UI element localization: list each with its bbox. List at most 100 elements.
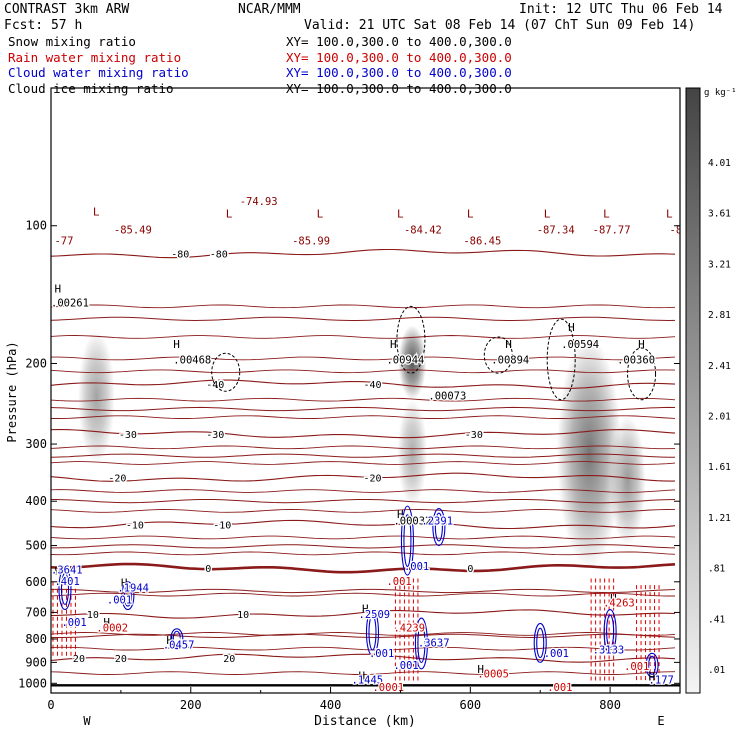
value-label: .3133 [593, 644, 625, 656]
contour-label: 10 [237, 610, 249, 621]
y-tick-label: 400 [25, 494, 47, 508]
value-label: .001 [544, 648, 569, 660]
temperature-contour [51, 453, 676, 458]
field-cloudwater-name: Cloud water mixing ratio [8, 65, 189, 80]
x-end-label-east: E [657, 714, 664, 728]
cloud-water-contour [417, 623, 426, 664]
value-label: .3637 [418, 637, 450, 649]
maximum-marker: H [390, 338, 397, 351]
y-tick-label: 600 [25, 575, 47, 589]
y-tick-label: 900 [25, 655, 47, 669]
colorbar-tick-label: 3.21 [708, 259, 731, 270]
temperature-contour [51, 445, 676, 450]
contour-label: -40 [363, 380, 381, 391]
value-label: .00468 [173, 354, 211, 366]
maximum-marker: H [505, 338, 512, 351]
value-label: .00261 [51, 297, 89, 309]
value-label: .001 [404, 561, 429, 573]
field-cloudwater-xy: XY= 100.0,300.0 to 400.0,300.0 [286, 65, 512, 80]
temperature-contour [51, 461, 676, 465]
contour-label: -30 [206, 430, 224, 441]
cloud-ice-contour [483, 336, 513, 374]
value-label: .0001 [372, 682, 404, 694]
value-label: -84.42 [404, 225, 442, 237]
temperature-contour [51, 544, 676, 549]
value-label: .001 [624, 661, 649, 673]
colorbar-tick-label: 2.81 [708, 310, 731, 321]
maximum-marker: H [54, 565, 61, 578]
temperature-contour [51, 248, 676, 259]
header-model: CONTRAST 3km ARW [4, 2, 129, 17]
field-snow-name: Snow mixing ratio [8, 34, 136, 49]
value-label: .001 [369, 648, 394, 660]
maximum-marker: H [173, 338, 180, 351]
contour-label: 20 [73, 654, 85, 665]
x-tick-label: 200 [180, 698, 202, 712]
contour-label: -80 [171, 250, 189, 261]
cloud-water-contour [58, 567, 72, 611]
x-end-label-west: W [83, 714, 91, 728]
value-label: .0002 [96, 622, 128, 634]
colorbar-unit: g kg⁻¹ [704, 88, 737, 98]
x-axis-title: Distance (km) [314, 714, 416, 729]
value-label: .001 [393, 660, 418, 672]
maximum-marker: H [121, 577, 128, 590]
temperature-contour [51, 415, 676, 419]
minimum-marker: L [467, 208, 474, 221]
temperature-contour [51, 671, 676, 675]
temperature-contour [51, 562, 676, 574]
contour-label: -80 [210, 250, 228, 261]
colorbar-tick-label: 4.01 [708, 158, 731, 169]
maximum-marker: H [568, 321, 575, 334]
value-label: .001 [547, 682, 572, 694]
temperature-contour [51, 429, 676, 439]
value-label: .401 [54, 576, 79, 588]
minimum-marker: L [93, 206, 100, 219]
colorbar-tick-label: .41 [708, 614, 725, 625]
temperature-contour [51, 653, 676, 663]
value-label: -87 [670, 225, 689, 237]
cloud-water-contour [365, 609, 380, 657]
minimum-marker: L [666, 208, 673, 221]
cloud-water-contour [647, 655, 657, 675]
value-label: .1445 [352, 674, 384, 686]
value-label: -85.49 [114, 225, 152, 237]
temperature-contour [51, 551, 676, 556]
value-label: .00032 [393, 516, 431, 528]
temperature-contour [51, 535, 676, 540]
temperature-contour [51, 592, 675, 597]
temperature-contour [51, 379, 676, 389]
cloud-ice-contour [627, 347, 657, 401]
maximum-marker: H [166, 634, 173, 647]
temperature-contour [51, 519, 676, 530]
field-ice-xy: XY= 100.0,300.0 to 400.0,300.0 [286, 81, 512, 96]
contour-label: 10 [87, 610, 99, 621]
colorbar: g kg⁻¹ 4.01 3.61 3.21 2.81 2.41 2.01 1.61 1.21.… [685, 87, 737, 694]
cloud-water-contour [170, 628, 184, 650]
field-rain-xy: XY= 100.0,300.0 to 400.0,300.0 [286, 50, 512, 65]
temperature-contour [51, 489, 676, 493]
temperature-contour [51, 397, 676, 402]
value-label: -86.45 [463, 236, 501, 248]
value-label: .0457 [163, 640, 195, 652]
temperature-contour [51, 646, 676, 651]
temperature-contour [51, 609, 676, 619]
cloud-water-contour [121, 581, 135, 611]
colorbar-tick-label: 1.61 [708, 462, 731, 473]
maximum-marker: H [359, 669, 366, 682]
temperature-contour [51, 406, 676, 412]
value-label: .4239 [393, 622, 425, 634]
value-label: .2391 [421, 516, 453, 528]
contour-label: 20 [223, 654, 235, 665]
cloud-water-contour [414, 617, 428, 670]
contour-label: -20 [363, 474, 381, 485]
value-label: .001 [61, 617, 86, 629]
cloud-water-contour [434, 512, 443, 542]
temperature-contour [51, 304, 676, 309]
x-tick-label: 0 [47, 698, 54, 712]
temperature-contour [51, 509, 676, 513]
maximum-marker: H [397, 508, 404, 521]
value-label: .1944 [117, 582, 149, 594]
maximum-marker: H [54, 283, 61, 296]
